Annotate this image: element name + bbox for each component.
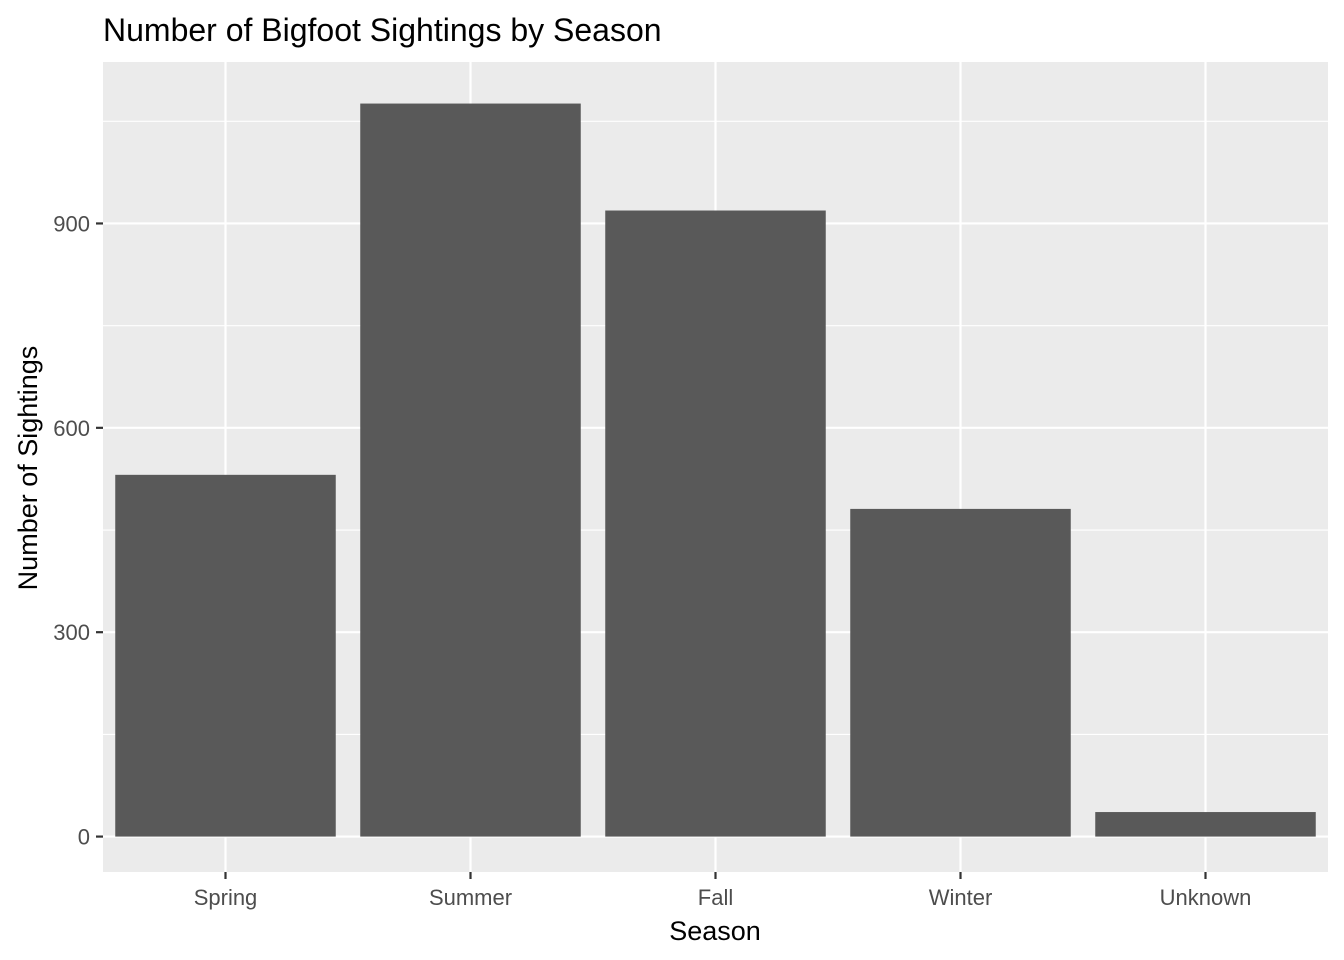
- bar-fall: [605, 210, 826, 837]
- x-tick-label: Summer: [429, 885, 512, 910]
- x-tick-label: Unknown: [1160, 885, 1252, 910]
- x-axis-title: Season: [669, 916, 761, 946]
- bars: [115, 103, 1316, 837]
- x-tick-label: Winter: [929, 885, 993, 910]
- y-tick-label: 900: [53, 211, 90, 236]
- bar-spring: [115, 474, 336, 837]
- x-axis: Spring Summer Fall Winter Unknown: [194, 872, 1252, 910]
- y-tick-label: 600: [53, 416, 90, 441]
- bar-winter: [850, 508, 1071, 837]
- y-axis-title: Number of Sightings: [13, 346, 43, 591]
- x-tick-label: Spring: [194, 885, 258, 910]
- bar-unknown: [1095, 812, 1316, 837]
- bar-summer: [360, 103, 581, 837]
- chart-title: Number of Bigfoot Sightings by Season: [103, 12, 662, 48]
- y-axis: 0 300 600 900: [53, 211, 103, 850]
- y-tick-label: 0: [78, 825, 90, 850]
- x-tick-label: Fall: [698, 885, 733, 910]
- y-tick-label: 300: [53, 620, 90, 645]
